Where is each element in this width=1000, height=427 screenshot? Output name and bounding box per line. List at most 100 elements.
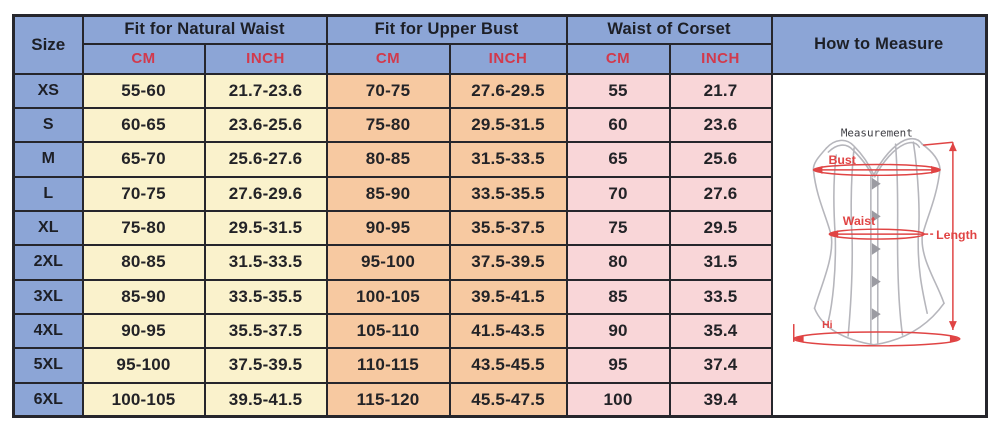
upper-bust-inch-cell: 35.5-37.5 [448,209,568,247]
natural-waist-cm-cell: 100-105 [81,381,206,418]
natural-waist-inch-cell: 33.5-35.5 [203,278,328,315]
corset-waist-cm-cell: 85 [565,278,671,315]
upper-bust-cm-cell: 90-95 [325,209,451,247]
upper-bust-cm-cell: 70-75 [325,72,451,109]
upper-bust-cm-cell: 80-85 [325,141,451,178]
corset-waist-cm-cell: 65 [565,141,671,178]
upper-bust-cm-cell: 100-105 [325,278,451,315]
size-cell: 6XL [12,381,84,418]
upper-bust-inch-cell: 39.5-41.5 [448,278,568,315]
table-row: 6XL 100-105 39.5-41.5 115-120 45.5-47.5 100 39… [12,381,987,418]
hip-label: Hi [822,320,832,331]
upper-bust-inch-cell: 43.5-45.5 [448,347,568,384]
table-row: XS 55-60 21.7-23.6 70-75 27.6-29.5 55 21.7 Mea… [12,72,988,418]
measurement-arrowheads [793,141,960,343]
natural-waist-inch-cell: 27.6-29.6 [203,175,328,212]
size-cell: L [12,175,84,212]
upper-bust-inch-cell: 29.5-31.5 [448,106,568,144]
corset-waist-inch-header: INCH [668,42,773,75]
corset-waist-group-header: Waist of Corset [565,14,773,45]
corset-waist-inch-cell: 25.6 [668,141,773,178]
size-cell: 4XL [12,312,84,350]
upper-bust-inch-header: INCH [448,42,568,75]
natural-waist-cm-cell: 95-100 [81,347,206,384]
upper-bust-cm-cell: 105-110 [325,312,451,350]
upper-bust-cm-header: CM [325,42,451,75]
table-row: 4XL 90-95 35.5-37.5 105-110 41.5-43.5 90 35.4 [12,312,987,350]
upper-bust-cm-cell: 75-80 [325,106,451,144]
corset-waist-inch-cell: 29.5 [668,209,773,247]
upper-bust-inch-cell: 37.5-39.5 [448,244,568,281]
size-cell: 3XL [12,278,84,315]
waist-label: Waist [842,214,874,228]
natural-waist-cm-header: CM [81,42,206,75]
upper-bust-group-header: Fit for Upper Bust [325,14,568,45]
corset-waist-cm-cell: 100 [565,381,671,418]
upper-bust-inch-cell: 27.6-29.5 [448,72,568,109]
table-row: XL 75-80 29.5-31.5 90-95 35.5-37.5 75 29.5 [12,209,987,247]
table-row: S 60-65 23.6-25.6 75-80 29.5-31.5 60 23.6 [12,106,987,144]
corset-waist-inch-cell: 39.4 [668,381,773,418]
natural-waist-inch-cell: 21.7-23.6 [203,72,328,109]
upper-bust-inch-cell: 45.5-47.5 [448,381,568,418]
corset-measurement-diagram: Measurement [792,126,977,347]
size-cell: 2XL [12,244,84,281]
table-row: 2XL 80-85 31.5-33.5 95-100 37.5-39.5 80 31.5 [12,244,987,281]
upper-bust-cm-cell: 115-120 [325,381,451,418]
table-row: M 65-70 25.6-27.6 80-85 31.5-33.5 65 25.6 [12,141,987,178]
corset-waist-inch-cell: 35.4 [668,312,773,350]
header-row-groups: Size Fit for Natural Waist Fit for Upper… [12,14,988,75]
table-row: 5XL 95-100 37.5-39.5 110-115 43.5-45.5 95 37.4 [12,347,987,384]
corset-waist-cm-cell: 90 [565,312,671,350]
size-cell: XS [12,72,84,109]
natural-waist-inch-cell: 25.6-27.6 [203,141,328,178]
natural-waist-inch-cell: 31.5-33.5 [203,244,328,281]
natural-waist-cm-cell: 55-60 [81,72,206,109]
how-to-measure-illustration-cell: Measurement [770,72,988,418]
upper-bust-cm-cell: 110-115 [325,347,451,384]
corset-waist-inch-cell: 21.7 [668,72,773,109]
corset-waist-inch-cell: 33.5 [668,278,773,315]
upper-bust-cm-cell: 95-100 [325,244,451,281]
natural-waist-inch-cell: 35.5-37.5 [203,312,328,350]
bust-label: Bust [828,152,855,166]
natural-waist-inch-cell: 23.6-25.6 [203,106,328,144]
size-cell: 5XL [12,347,84,384]
size-cell: S [12,106,84,144]
size-chart-table: Size Fit for Natural Waist Fit for Upper… [12,14,989,419]
natural-waist-inch-cell: 29.5-31.5 [203,209,328,247]
natural-waist-cm-cell: 65-70 [81,141,206,178]
size-chart-body: XS 55-60 21.7-23.6 70-75 27.6-29.5 55 21.7 Mea… [12,72,988,418]
corset-waist-inch-cell: 27.6 [668,175,773,212]
size-cell: M [12,141,84,178]
natural-waist-cm-cell: 85-90 [81,278,206,315]
corset-waist-cm-cell: 75 [565,209,671,247]
size-column-header: Size [12,14,84,75]
upper-bust-cm-cell: 85-90 [325,175,451,212]
corset-waist-cm-cell: 70 [565,175,671,212]
natural-waist-inch-cell: 37.5-39.5 [203,347,328,384]
corset-waist-cm-cell: 80 [565,244,671,281]
corset-waist-cm-header: CM [565,42,671,75]
natural-waist-cm-cell: 90-95 [81,312,206,350]
corset-waist-cm-cell: 95 [565,347,671,384]
natural-waist-inch-cell: 39.5-41.5 [203,381,328,418]
table-row: 3XL 85-90 33.5-35.5 100-105 39.5-41.5 85 33.5 [12,278,987,315]
corset-waist-cm-cell: 55 [565,72,671,109]
table-row: L 70-75 27.6-29.6 85-90 33.5-35.5 70 27.6 [12,175,987,212]
corset-waist-inch-cell: 23.6 [668,106,773,144]
natural-waist-inch-header: INCH [203,42,328,75]
natural-waist-cm-cell: 75-80 [81,209,206,247]
header-row-units: CM INCH CM INCH CM INCH [14,42,987,75]
upper-bust-inch-cell: 31.5-33.5 [448,141,568,178]
busk-clasps [871,177,881,320]
corset-waist-inch-cell: 31.5 [668,244,773,281]
natural-waist-cm-cell: 80-85 [81,244,206,281]
length-label: Length [936,228,977,242]
size-cell: XL [12,209,84,247]
natural-waist-group-header: Fit for Natural Waist [81,14,328,45]
measurement-title: Measurement [840,126,912,139]
natural-waist-cm-cell: 70-75 [81,175,206,212]
how-to-measure-header: How to Measure [770,14,988,75]
